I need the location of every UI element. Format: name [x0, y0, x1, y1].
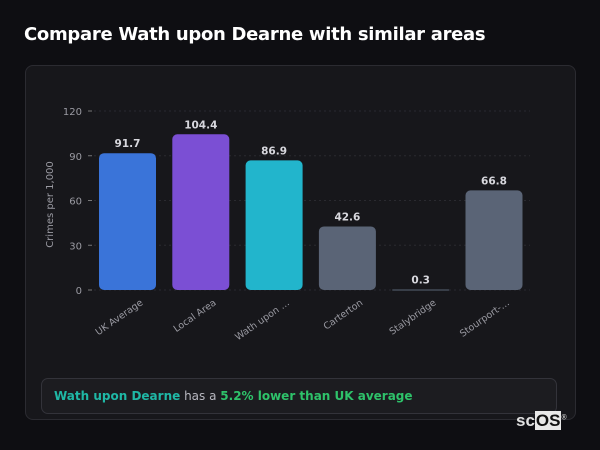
bar-1 — [172, 134, 230, 290]
x-tick-label: Stourport-… — [458, 297, 512, 339]
summary-middle: has a — [180, 389, 221, 403]
x-tick-label: UK Average — [94, 297, 146, 338]
logo-text-b: OS — [534, 411, 562, 430]
y-tick-label: 60 — [69, 197, 82, 208]
summary-box: Wath upon Dearne has a 5.2% lower than U… — [41, 378, 557, 414]
data-label: 86.9 — [261, 145, 287, 157]
x-tick-label: Local Area — [172, 297, 219, 334]
y-tick-label: 90 — [69, 152, 82, 163]
logo-mark: ® — [561, 414, 567, 422]
x-tick-label: Stalybridge — [388, 297, 439, 337]
y-axis-label: Crimes per 1,000 — [45, 161, 56, 248]
logo-text-a: sc — [516, 411, 535, 430]
y-tick-label: 0 — [76, 286, 82, 297]
data-label: 42.6 — [334, 211, 360, 223]
data-label: 91.7 — [115, 138, 141, 150]
bar-3 — [318, 226, 376, 290]
summary-place: Wath upon Dearne — [54, 389, 181, 403]
bar-5 — [465, 190, 523, 290]
x-tick-label: Wath upon … — [233, 297, 292, 343]
bar-2 — [245, 160, 303, 290]
scos-logo: scOS® — [516, 411, 567, 431]
bar-4 — [392, 289, 450, 291]
data-label: 104.4 — [184, 119, 217, 131]
data-label: 66.8 — [481, 175, 507, 187]
x-tick-label: Carterton — [322, 297, 366, 332]
y-tick-label: 120 — [63, 107, 82, 118]
data-label: 0.3 — [411, 275, 430, 287]
summary-delta: 5.2% lower than UK average — [220, 389, 413, 403]
y-tick-label: 30 — [69, 241, 82, 252]
bar-0 — [99, 153, 156, 290]
page-title: Compare Wath upon Dearne with similar ar… — [24, 24, 486, 45]
